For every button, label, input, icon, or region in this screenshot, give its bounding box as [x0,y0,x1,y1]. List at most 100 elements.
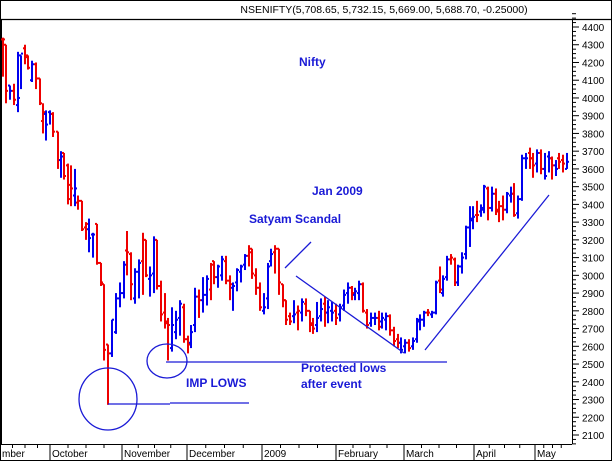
y-tick-label: 4400 [582,23,605,34]
ohlc-bar [16,51,20,113]
ohlc-bar [561,154,565,173]
ohlc-bar [262,293,266,315]
ohlc-bar [209,262,213,301]
ohlc-bar [486,186,490,221]
x-tick-label: 2009 [264,449,287,460]
x-tick-label: May [537,449,556,460]
ohlc-bar [326,300,330,324]
ohlc-bar [87,218,91,253]
ohlc-bar [315,301,319,333]
ohlc-bar [490,186,494,212]
ohlc-bar [23,44,27,65]
ohlc-bar [212,260,216,285]
ohlc-bar [73,168,77,207]
ohlc-bar [373,312,377,326]
ohlc-bar [350,285,354,301]
ohlc-bar [422,310,426,327]
ohlc-bar [482,184,486,214]
ohlc-bar [426,309,430,317]
ohlc-bar [277,247,281,295]
ohlc-bar [62,151,66,180]
x-tick-label: October [52,449,88,460]
ohlc-bar [254,268,258,295]
ohlc-bar [353,287,357,301]
ohlc-bar [235,268,239,292]
x-tick-label: December [189,449,236,460]
ohlc-bar [384,312,388,331]
y-tick-label: 2600 [582,342,605,353]
ohlc-bar [228,275,232,301]
ohlc-bar [308,309,312,333]
ohlc-bar [456,264,460,286]
ohlc-bar [110,318,114,357]
ohlc-bar [106,343,110,405]
ohlc-bar [468,206,472,247]
x-tick-label: March [406,449,434,460]
ohlc-bar [407,339,411,352]
annotations [78,194,550,431]
ohlc-bar [84,222,88,240]
ohlc-bar [501,195,505,221]
y-tick-label: 4300 [582,41,605,52]
ohlc-bar [12,83,16,106]
ohlc-bar [76,195,80,210]
ohlc-bar [231,282,235,311]
annotation-satyam-scandal: Satyam Scandal [249,212,341,226]
ohlc-bar [8,84,12,100]
ohlc-bar [520,154,524,201]
ohlc-bar [334,303,338,326]
y-tick-label: 3700 [582,147,605,158]
y-tick-label: 2800 [582,307,605,318]
ohlc-bar [129,252,133,301]
ohlc-bar [38,77,42,106]
ohlc-bar [388,314,392,336]
ohlc-bar [66,163,70,205]
annotation-line [284,241,312,269]
x-axis: mber October November December 2009 February M… [2,444,562,461]
ohlc-bar [403,339,407,354]
ohlc-bar [346,282,350,304]
ohlc-bar [449,254,453,265]
ohlc-bar [392,326,396,347]
ohlc-bar [91,232,95,258]
ohlc-bar [102,283,106,361]
ohlc-bar [543,152,547,180]
ohlc-bar [166,317,170,361]
ohlc-bar [174,310,178,340]
ohlc-bar [304,298,308,317]
ohlc-bar [460,252,464,274]
y-tick-label: 3300 [582,218,605,229]
annotation-after-event: after event [301,377,362,391]
ohlc-bar [479,204,483,217]
ohlc-bar [292,300,296,324]
ohlc-bar [464,225,468,260]
ohlc-bar [342,289,346,311]
y-tick-label: 3600 [582,165,605,176]
ohlc-bar [114,293,118,334]
ohlc-bar [220,255,224,281]
ohlc-bar [438,266,442,294]
y-tick-label: 3900 [582,112,605,123]
ohlc-bar [250,247,254,279]
y-tick-label: 4200 [582,58,605,69]
ohlc-bar [434,280,438,315]
ohlc-bar [311,317,315,334]
ohlc-bar [205,275,209,306]
annotation-jan-2009: Jan 2009 [312,184,363,198]
ohlc-bar [441,275,445,297]
ohlc-bar [288,312,292,326]
ohlc-bar [224,255,228,285]
annotation-circle [78,367,138,431]
ohlc-bar [178,300,182,336]
ohlc-bar [516,195,520,219]
ohlc-bar [535,149,539,173]
ohlc-bar [155,238,159,290]
y-tick-label: 3800 [582,129,605,140]
ohlc-bar [258,282,262,311]
annotation-imp-lows: IMP LOWS [186,376,246,390]
y-tick-label: 3100 [582,254,605,265]
annotation-nifty: Nifty [299,55,326,69]
chart-title: NSENIFTY(5,708.65, 5,732.15, 5,669.00, 5… [240,4,527,16]
